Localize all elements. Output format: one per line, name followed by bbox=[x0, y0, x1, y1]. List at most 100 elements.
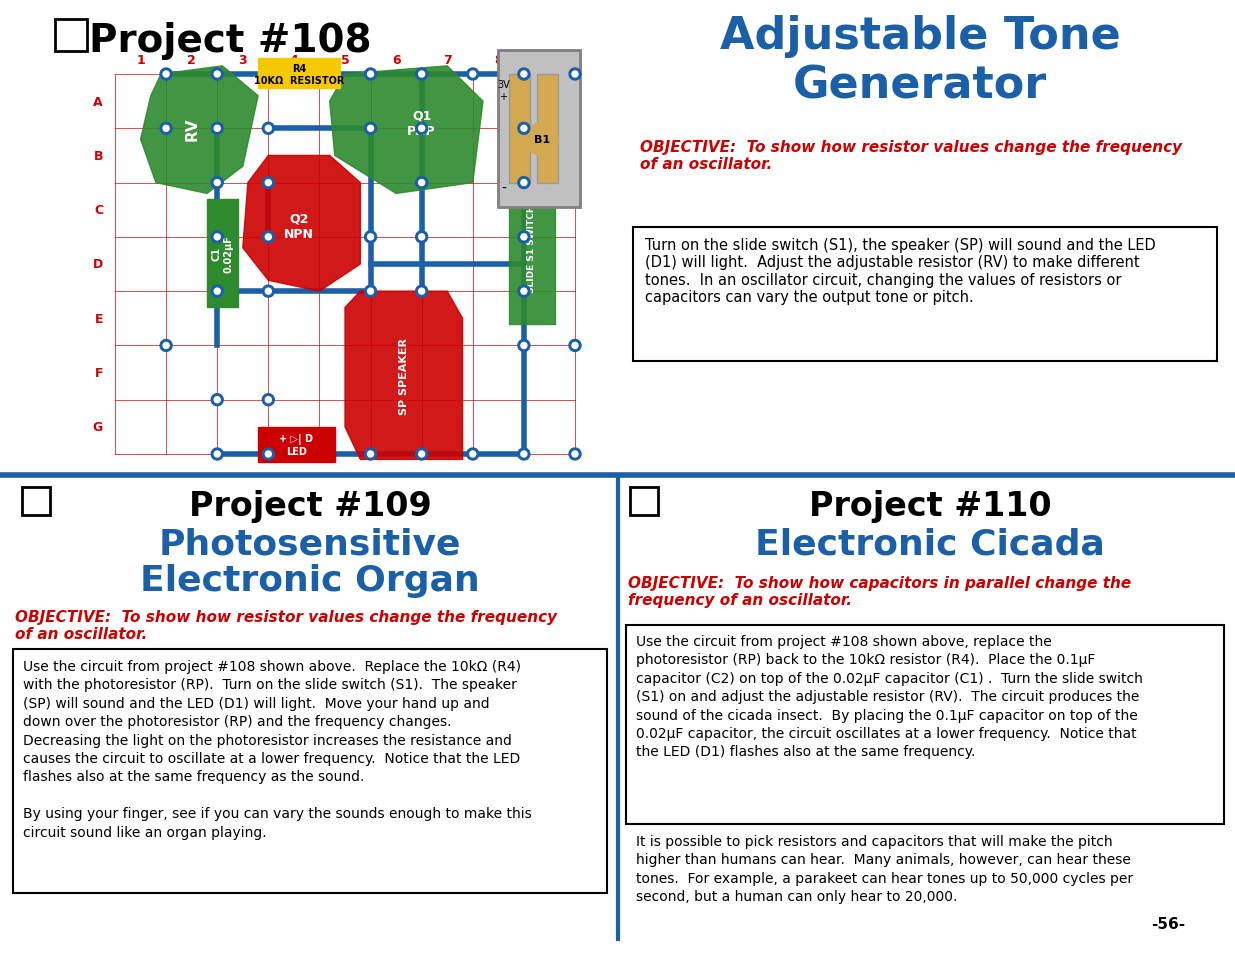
Circle shape bbox=[214, 71, 220, 78]
Bar bbox=[56, 20, 86, 52]
Text: 8: 8 bbox=[494, 54, 503, 67]
Circle shape bbox=[517, 177, 530, 190]
Polygon shape bbox=[243, 156, 361, 292]
Circle shape bbox=[364, 232, 377, 244]
Text: B: B bbox=[94, 150, 103, 163]
Circle shape bbox=[266, 289, 272, 294]
Circle shape bbox=[214, 126, 220, 132]
Circle shape bbox=[368, 289, 373, 294]
Circle shape bbox=[262, 232, 274, 244]
Circle shape bbox=[419, 452, 425, 457]
Circle shape bbox=[467, 69, 479, 81]
Circle shape bbox=[572, 71, 578, 78]
Circle shape bbox=[364, 449, 377, 460]
Circle shape bbox=[161, 340, 172, 352]
Text: Turn on the slide switch (S1), the speaker (SP) will sound and the LED
(D1) will: Turn on the slide switch (S1), the speak… bbox=[645, 237, 1156, 305]
Bar bbox=[258, 427, 335, 462]
Circle shape bbox=[469, 452, 475, 457]
Text: Q1
PNP: Q1 PNP bbox=[408, 110, 436, 138]
Circle shape bbox=[364, 123, 377, 135]
Text: 1: 1 bbox=[136, 54, 144, 67]
Text: Photosensitive: Photosensitive bbox=[159, 527, 461, 561]
Text: G: G bbox=[93, 421, 103, 434]
Circle shape bbox=[525, 124, 558, 156]
Circle shape bbox=[419, 71, 425, 78]
Circle shape bbox=[214, 452, 220, 457]
Circle shape bbox=[214, 289, 220, 294]
Circle shape bbox=[364, 286, 377, 298]
Bar bbox=[258, 59, 340, 89]
Text: 3: 3 bbox=[238, 54, 247, 67]
Circle shape bbox=[211, 177, 224, 190]
Text: Q2
NPN: Q2 NPN bbox=[284, 213, 314, 241]
Circle shape bbox=[416, 286, 427, 298]
Circle shape bbox=[262, 123, 274, 135]
Circle shape bbox=[469, 71, 475, 78]
Circle shape bbox=[211, 395, 224, 406]
Text: It is possible to pick resistors and capacitors that will make the pitch
higher : It is possible to pick resistors and cap… bbox=[636, 834, 1134, 903]
Bar bbox=[499, 51, 580, 208]
Text: C: C bbox=[94, 204, 103, 217]
Polygon shape bbox=[345, 292, 463, 460]
FancyBboxPatch shape bbox=[626, 625, 1224, 824]
Circle shape bbox=[214, 397, 220, 403]
Text: B1: B1 bbox=[534, 135, 550, 145]
Circle shape bbox=[521, 180, 527, 187]
Circle shape bbox=[266, 126, 272, 132]
Circle shape bbox=[572, 343, 578, 349]
Text: 9: 9 bbox=[545, 54, 553, 67]
Circle shape bbox=[416, 232, 427, 244]
Bar bbox=[630, 488, 658, 516]
Circle shape bbox=[368, 452, 373, 457]
Text: Project #109: Project #109 bbox=[189, 490, 431, 522]
Circle shape bbox=[521, 126, 527, 132]
Circle shape bbox=[517, 449, 530, 460]
Circle shape bbox=[211, 232, 224, 244]
Circle shape bbox=[517, 340, 530, 352]
FancyBboxPatch shape bbox=[14, 649, 606, 893]
Polygon shape bbox=[330, 67, 483, 194]
Circle shape bbox=[266, 180, 272, 187]
Circle shape bbox=[368, 126, 373, 132]
Text: Electronic Cicada: Electronic Cicada bbox=[755, 527, 1105, 561]
Circle shape bbox=[416, 449, 427, 460]
Text: Project #110: Project #110 bbox=[809, 490, 1051, 522]
Circle shape bbox=[517, 69, 530, 81]
Text: D: D bbox=[93, 258, 103, 272]
Circle shape bbox=[467, 449, 479, 460]
Circle shape bbox=[163, 71, 169, 78]
Circle shape bbox=[569, 449, 580, 460]
Text: C1
0.02μF: C1 0.02μF bbox=[211, 235, 233, 273]
Circle shape bbox=[419, 126, 425, 132]
Circle shape bbox=[161, 123, 172, 135]
Circle shape bbox=[266, 397, 272, 403]
Circle shape bbox=[569, 340, 580, 352]
Bar bbox=[207, 199, 237, 308]
Text: RV: RV bbox=[184, 117, 199, 141]
Circle shape bbox=[416, 123, 427, 135]
Text: E: E bbox=[95, 313, 103, 325]
Circle shape bbox=[266, 234, 272, 240]
Circle shape bbox=[211, 286, 224, 298]
Polygon shape bbox=[509, 172, 555, 324]
Circle shape bbox=[419, 234, 425, 240]
Circle shape bbox=[521, 343, 527, 349]
Text: F: F bbox=[95, 367, 103, 379]
Circle shape bbox=[517, 123, 530, 135]
FancyBboxPatch shape bbox=[634, 228, 1216, 361]
Circle shape bbox=[517, 232, 530, 244]
Circle shape bbox=[368, 234, 373, 240]
Polygon shape bbox=[141, 67, 258, 194]
Text: -: - bbox=[501, 182, 506, 195]
Circle shape bbox=[517, 286, 530, 298]
Circle shape bbox=[262, 286, 274, 298]
Text: OBJECTIVE:  To show how capacitors in parallel change the
frequency of an oscill: OBJECTIVE: To show how capacitors in par… bbox=[629, 576, 1131, 608]
Text: 3V
+: 3V + bbox=[496, 80, 510, 102]
Text: 7: 7 bbox=[443, 54, 452, 67]
Text: OBJECTIVE:  To show how resistor values change the frequency
of an oscillator.: OBJECTIVE: To show how resistor values c… bbox=[15, 609, 557, 641]
Circle shape bbox=[262, 395, 274, 406]
Circle shape bbox=[211, 123, 224, 135]
Text: 2: 2 bbox=[188, 54, 196, 67]
Text: A: A bbox=[94, 95, 103, 109]
Bar bbox=[509, 75, 530, 183]
